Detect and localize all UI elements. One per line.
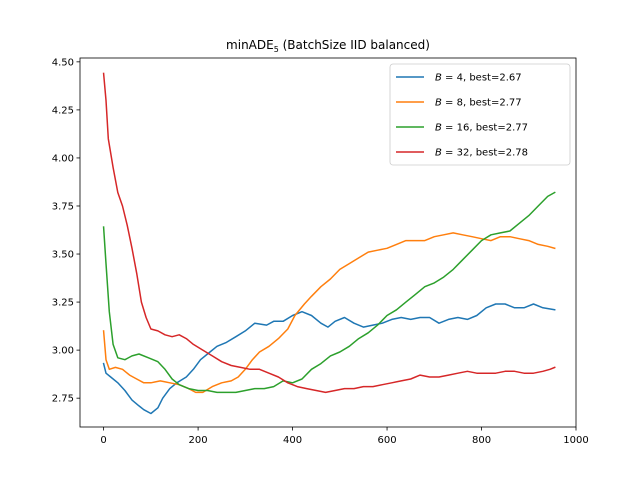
legend-label-text: = 4, best=2.67 (442, 73, 522, 84)
legend-label-var: B (435, 98, 442, 109)
legend-label-text: = 32, best=2.78 (442, 148, 528, 159)
series-line-0 (102, 303, 556, 415)
x-tick-label: 600 (378, 435, 397, 446)
legend-box (389, 63, 571, 166)
y-tick-label: 2.75 (52, 394, 74, 405)
y-tick-label: 3.00 (52, 346, 74, 357)
x-tick-label: 800 (472, 435, 491, 446)
y-tick-label: 4.50 (52, 57, 74, 68)
series-line-1 (102, 232, 556, 394)
y-tick-label: 3.50 (52, 250, 74, 261)
series-line-2 (102, 191, 556, 394)
y-tick-label: 3.25 (52, 298, 74, 309)
legend-label-text: = 8, best=2.77 (442, 98, 522, 109)
legend-label-var: B (435, 148, 442, 159)
chart-title-main: minADE (226, 38, 274, 52)
y-tick-label: 3.75 (52, 201, 74, 212)
x-axis-ticks: 0 200 400 600 800 1000 (100, 427, 589, 446)
x-tick-label: 1000 (563, 435, 588, 446)
legend-label-0: B = 4, best=2.67 (435, 73, 522, 84)
legend: B = 4, best=2.67B = 8, best=2.77B = 16, … (389, 63, 571, 166)
series-line-3 (102, 72, 556, 394)
legend-label-1: B = 8, best=2.77 (435, 98, 522, 109)
chart-title-subscript: 5 (274, 45, 279, 54)
x-tick-label: 400 (283, 435, 302, 446)
legend-label-3: B = 32, best=2.78 (435, 148, 528, 159)
legend-label-2: B = 16, best=2.77 (435, 123, 528, 134)
legend-label-text: = 16, best=2.77 (442, 123, 528, 134)
y-axis-ticks: 2.75 3.00 3.25 3.50 3.75 4.00 4.25 4.50 (52, 57, 80, 405)
x-tick-label: 0 (100, 435, 106, 446)
x-tick-label: 200 (189, 435, 208, 446)
y-tick-label: 4.00 (52, 153, 74, 164)
chart-title: minADE5 (BatchSize IID balanced) (226, 38, 430, 54)
plot-frame (79, 57, 577, 428)
legend-label-var: B (435, 123, 442, 134)
chart-title-rest: (BatchSize IID balanced) (279, 38, 430, 52)
plot-lines (102, 72, 556, 415)
legend-label-var: B (435, 73, 442, 84)
y-tick-label: 4.25 (52, 105, 74, 116)
